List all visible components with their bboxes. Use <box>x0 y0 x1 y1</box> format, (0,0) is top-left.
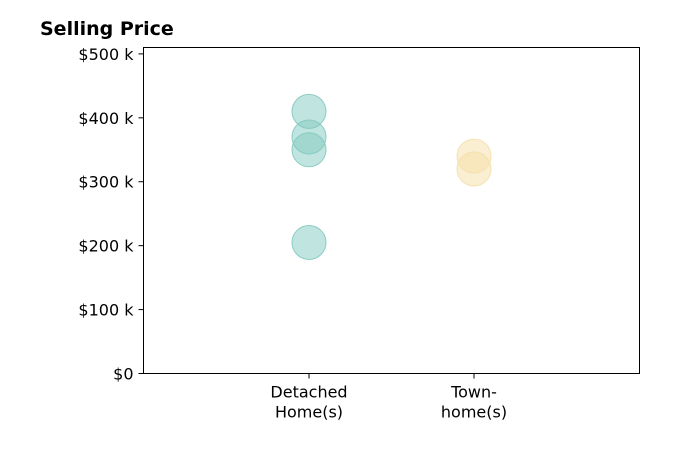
data-point <box>456 151 492 187</box>
data-point <box>291 132 327 168</box>
x-tick-label: Detached <box>270 383 347 402</box>
y-tick-label: $300 k <box>78 173 134 192</box>
data-point <box>291 224 327 260</box>
x-tick-label: Home(s) <box>275 403 343 422</box>
data-points <box>291 93 492 260</box>
y-tick-label: $100 k <box>78 301 134 320</box>
y-tick-label: $400 k <box>78 109 134 128</box>
plot-area-frame <box>143 47 640 374</box>
y-tick-label: $500 k <box>78 45 134 64</box>
x-tick-label: home(s) <box>441 403 507 422</box>
x-tick-label: Town- <box>450 383 497 402</box>
y-tick-label: $0 <box>113 365 133 384</box>
y-axis: $0 $100 k $200 k $300 k $400 k $500 k <box>78 45 144 384</box>
y-tick-label: $200 k <box>78 237 134 256</box>
chart-title: Selling Price <box>40 18 174 40</box>
